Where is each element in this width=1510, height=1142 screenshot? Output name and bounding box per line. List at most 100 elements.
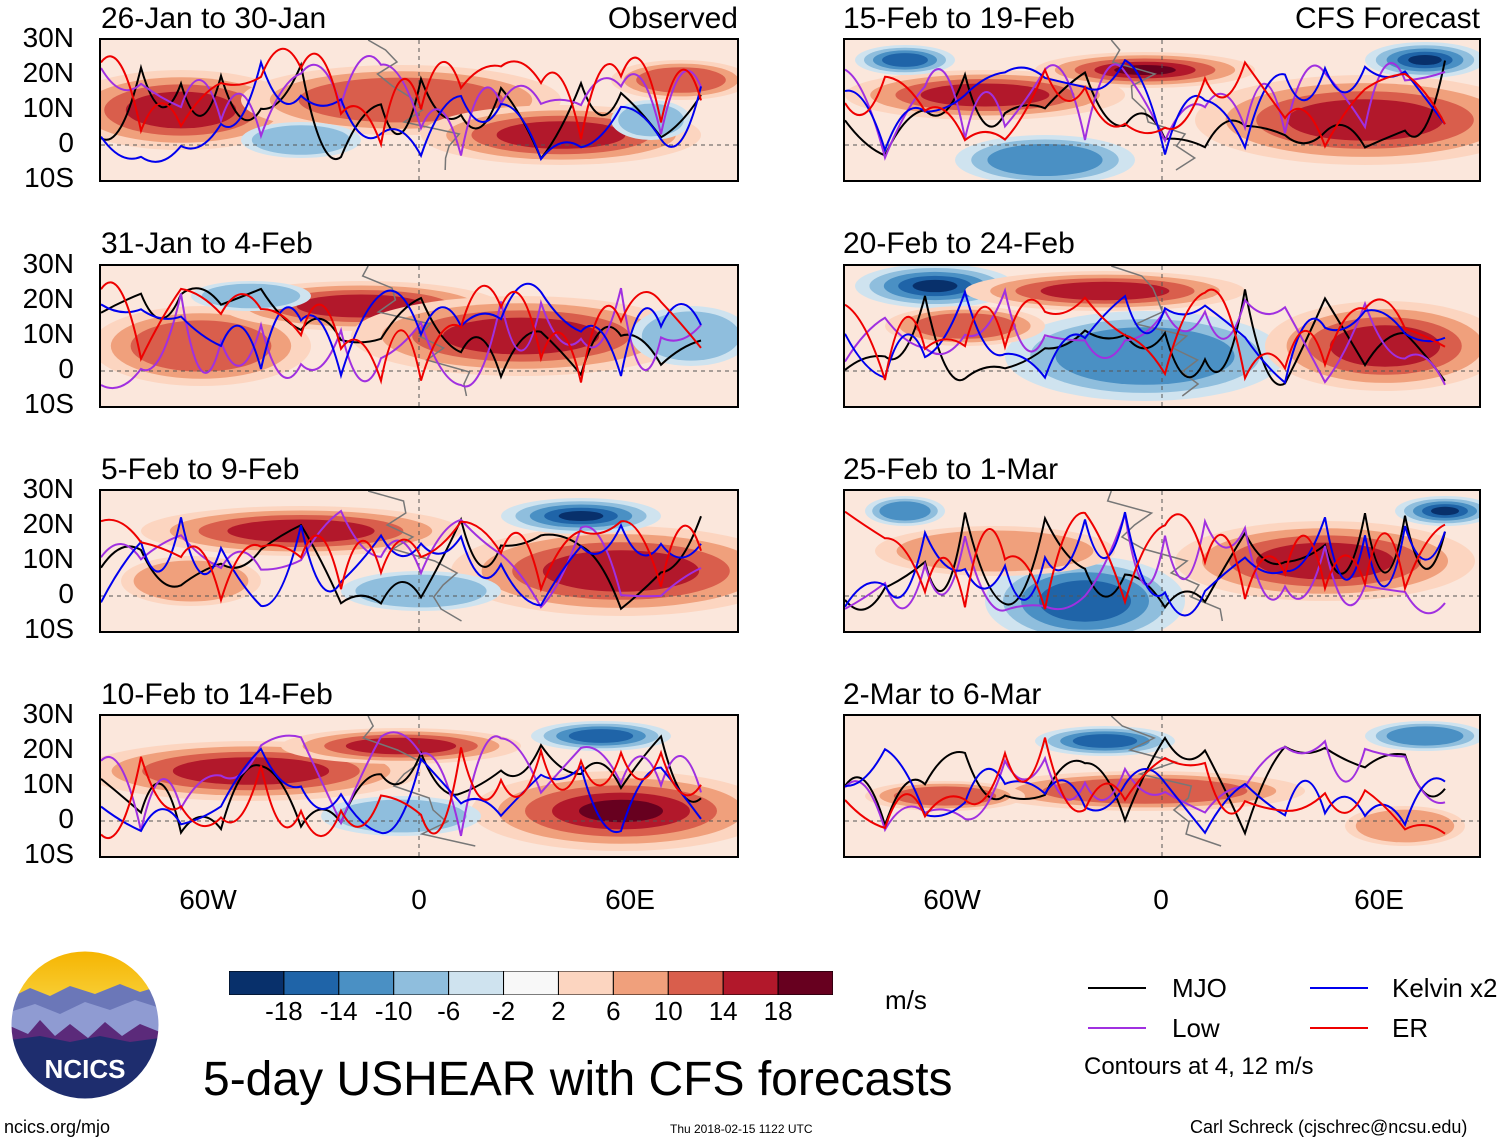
lon-label-0-left: 0 [411, 884, 427, 915]
colorbar-label-8: 14 [708, 996, 738, 1026]
lat-label-row1-4: 10S [24, 388, 74, 419]
kelvin-contour-0 [101, 58, 702, 163]
coastline-7 [1110, 716, 1222, 847]
colorbar-swatch-6 [557, 971, 614, 995]
cfs-forecast-label: CFS Forecast [1294, 2, 1480, 35]
colorbar-label-7: 10 [653, 996, 683, 1026]
colorbar-label-6: 6 [606, 996, 621, 1026]
colorbar [229, 971, 833, 995]
map-panel-5 [843, 264, 1481, 408]
shear-blob-4-4-4 [1408, 54, 1442, 66]
map-canvas-3 [101, 716, 737, 856]
lat-label-row1-3: 0 [58, 353, 74, 384]
colorbar-swatch-4 [448, 971, 505, 995]
map-panel-0 [99, 38, 739, 182]
legend-line-mjo [1088, 987, 1146, 989]
panel-title-1: 31-Jan to 4-Feb [101, 227, 313, 260]
legend-line-low [1088, 1027, 1146, 1029]
colorbar-label-0: -18 [265, 996, 303, 1026]
shear-blob-5-2-2 [1055, 327, 1235, 385]
panel-title-5: 20-Feb to 24-Feb [843, 227, 1075, 260]
shear-blob-2-0-3 [227, 519, 375, 543]
colorbar-label-9: 18 [763, 996, 793, 1026]
lon-label-60e-right: 60E [1354, 884, 1404, 915]
lat-label-row1-2: 10N [22, 318, 74, 349]
legend-label-kelvin: Kelvin x2 [1392, 973, 1498, 1003]
shear-blob-5-0-4 [912, 279, 958, 293]
coastline-0 [367, 40, 461, 171]
er-contour-7 [845, 737, 1446, 835]
shear-blob-4-3-2 [987, 144, 1103, 176]
colorbar-swatch-5 [503, 971, 559, 995]
map-panel-7 [843, 714, 1481, 858]
shear-blob-6-4-2 [879, 501, 931, 521]
mjo-contour-5 [845, 289, 1446, 386]
colorbar-units: m/s [885, 985, 927, 1015]
map-canvas-4 [845, 40, 1479, 180]
low-contour-6 [845, 513, 1446, 615]
lat-label-row2-0: 30N [22, 473, 74, 504]
map-panel-4 [843, 38, 1481, 182]
coastline-4 [1110, 40, 1197, 171]
shear-blob-4-5-3 [882, 53, 928, 67]
kelvin-contour-1 [101, 282, 702, 380]
observed-label: Observed [607, 2, 738, 35]
kelvin-contour-4 [845, 59, 1446, 155]
er-contour-0 [101, 47, 702, 149]
shear-blob-0-5-1 [618, 103, 684, 137]
legend-line-kelvin [1310, 987, 1368, 989]
lat-label-row0-0: 30N [22, 22, 74, 53]
shear-blob-0-3-2 [636, 67, 726, 93]
er-contour-3 [101, 747, 702, 840]
shear-blob-6-3-4 [1431, 506, 1459, 516]
footer-author: Carl Schreck (cjschrec@ncsu.edu) [1190, 1117, 1468, 1137]
lat-label-row0-3: 0 [58, 127, 74, 158]
legend-label-mjo: MJO [1172, 973, 1227, 1003]
mjo-contour-2 [101, 515, 702, 611]
colorbar-label-1: -14 [320, 996, 358, 1026]
lat-label-row3-2: 10N [22, 768, 74, 799]
shear-blob-7-3-2 [1386, 726, 1464, 746]
colorbar-swatch-9 [722, 971, 779, 995]
contour-note: Contours at 4, 12 m/s [1084, 1053, 1314, 1080]
lat-label-row0-1: 20N [22, 57, 74, 88]
er-contour-5 [845, 288, 1446, 382]
lon-label-60e-left: 60E [605, 884, 655, 915]
colorbar-swatch-3 [393, 971, 450, 995]
map-canvas-5 [845, 266, 1479, 406]
kelvin-contour-5 [845, 288, 1446, 385]
lat-label-row2-3: 0 [58, 578, 74, 609]
panel-title-0: 26-Jan to 30-Jan [101, 2, 327, 35]
shear-blob-1-0-2 [130, 320, 272, 372]
map-panel-1 [99, 264, 739, 408]
shear-blob-3-3-3 [568, 729, 634, 743]
footer-timestamp: Thu 2018-02-15 1122 UTC [670, 1122, 813, 1136]
low-contour-3 [101, 731, 702, 837]
kelvin-contour-3 [101, 747, 702, 835]
map-panel-3 [99, 714, 739, 858]
lat-label-row1-0: 30N [22, 248, 74, 279]
colorbar-swatch-10 [777, 971, 833, 995]
lat-label-row3-1: 20N [22, 733, 74, 764]
map-canvas-2 [101, 491, 737, 631]
low-contour-5 [845, 287, 1446, 386]
colorbar-swatch-7 [612, 971, 669, 995]
low-contour-7 [845, 739, 1446, 833]
low-contour-1 [101, 287, 702, 390]
panel-title-3: 10-Feb to 14-Feb [101, 678, 333, 711]
er-contour-4 [845, 60, 1446, 149]
colorbar-label-5: 2 [551, 996, 566, 1026]
shear-blob-0-0-3 [125, 91, 237, 129]
map-canvas-6 [845, 491, 1479, 631]
shear-blob-5-1-3 [1040, 281, 1170, 301]
shear-blob-0-1-2 [298, 77, 504, 123]
lat-label-row2-1: 20N [22, 508, 74, 539]
coastline-6 [1106, 491, 1224, 622]
shear-blob-3-2-4 [579, 799, 663, 823]
map-canvas-1 [101, 266, 737, 406]
logo-text: NCICS [45, 1054, 126, 1084]
shear-blob-6-0-3 [1039, 580, 1131, 622]
map-canvas-0 [101, 40, 737, 180]
shear-blob-1-2-3 [442, 317, 600, 355]
coastline-1 [361, 266, 471, 397]
